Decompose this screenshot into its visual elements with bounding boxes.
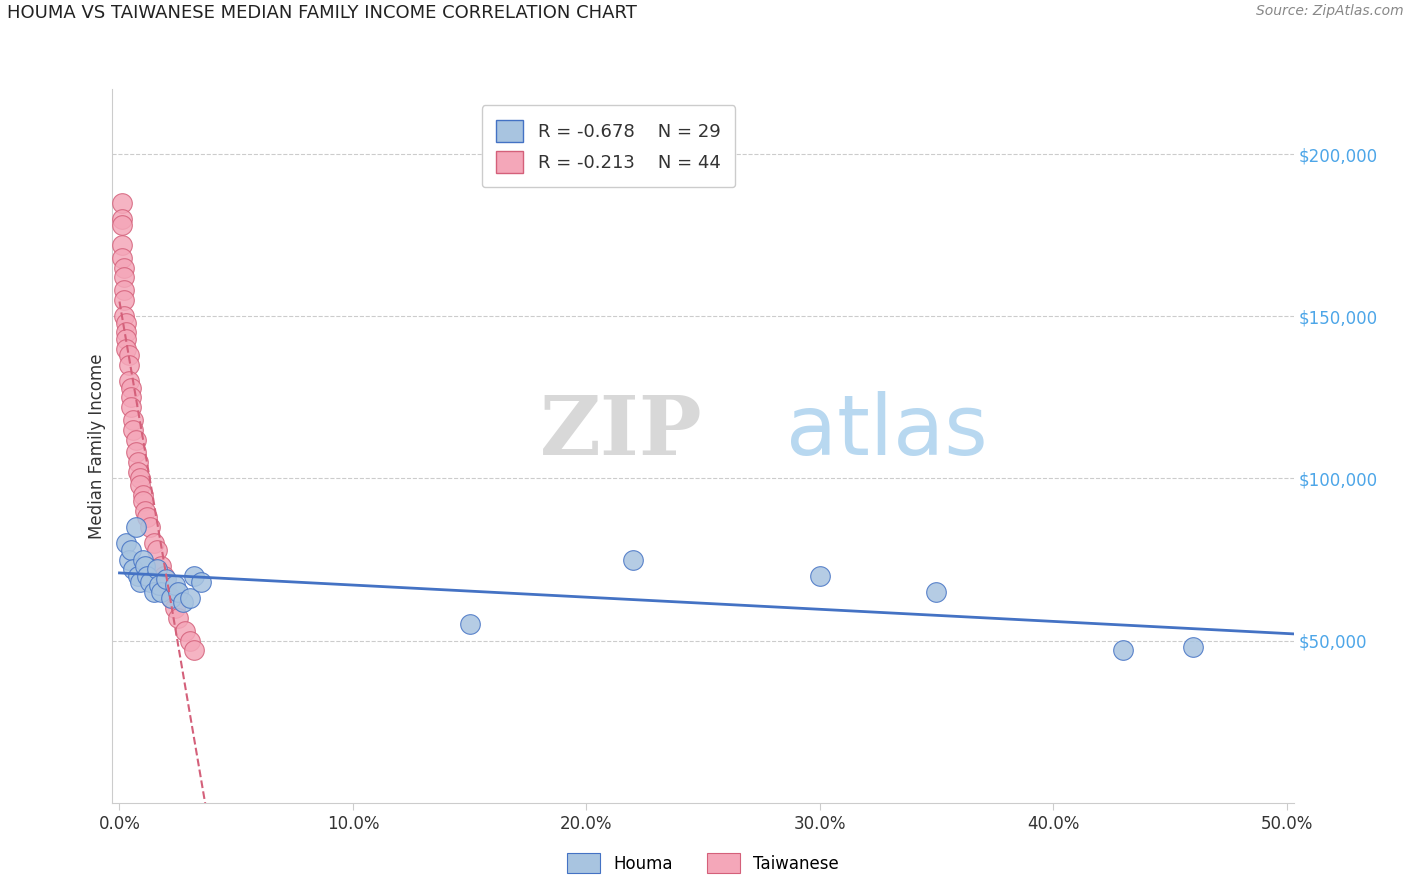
Text: ZIP: ZIP bbox=[540, 392, 703, 472]
Point bbox=[112, 283, 135, 297]
Point bbox=[155, 572, 177, 586]
Point bbox=[127, 465, 149, 479]
Point bbox=[160, 591, 183, 606]
Point bbox=[146, 542, 169, 557]
Point bbox=[143, 585, 166, 599]
Point bbox=[179, 591, 201, 606]
Point bbox=[111, 238, 134, 252]
Point bbox=[458, 617, 481, 632]
Point bbox=[155, 578, 177, 592]
Point bbox=[115, 536, 138, 550]
Point bbox=[111, 195, 134, 210]
Point bbox=[120, 390, 142, 404]
Point bbox=[808, 568, 831, 582]
Point bbox=[120, 400, 142, 414]
Point bbox=[172, 595, 194, 609]
Point bbox=[118, 348, 141, 362]
Point bbox=[183, 643, 205, 657]
Point bbox=[118, 374, 141, 388]
Point bbox=[179, 633, 201, 648]
Point bbox=[127, 568, 149, 582]
Y-axis label: Median Family Income: Median Family Income bbox=[87, 353, 105, 539]
Point bbox=[112, 270, 135, 285]
Point bbox=[115, 326, 138, 340]
Point bbox=[134, 504, 156, 518]
Point bbox=[125, 445, 148, 459]
Point bbox=[165, 578, 187, 592]
Point bbox=[1182, 640, 1205, 654]
Point bbox=[173, 624, 195, 638]
Point bbox=[146, 562, 169, 576]
Point bbox=[122, 413, 145, 427]
Point bbox=[166, 585, 188, 599]
Point bbox=[139, 575, 162, 590]
Legend: Houma, Taiwanese: Houma, Taiwanese bbox=[561, 847, 845, 880]
Text: atlas: atlas bbox=[786, 392, 987, 472]
Point bbox=[111, 251, 134, 265]
Point bbox=[118, 552, 141, 566]
Point bbox=[621, 552, 644, 566]
Point bbox=[112, 293, 135, 307]
Point bbox=[134, 559, 156, 574]
Text: HOUMA VS TAIWANESE MEDIAN FAMILY INCOME CORRELATION CHART: HOUMA VS TAIWANESE MEDIAN FAMILY INCOME … bbox=[7, 4, 637, 22]
Point bbox=[136, 510, 159, 524]
Point bbox=[166, 611, 188, 625]
Point bbox=[115, 342, 138, 356]
Point bbox=[118, 358, 141, 372]
Point bbox=[115, 316, 138, 330]
Point bbox=[120, 542, 142, 557]
Point bbox=[132, 488, 155, 502]
Point bbox=[190, 575, 212, 590]
Point bbox=[150, 585, 173, 599]
Point bbox=[1112, 643, 1135, 657]
Point bbox=[160, 591, 183, 606]
Point bbox=[115, 332, 138, 346]
Point bbox=[120, 381, 142, 395]
Point bbox=[136, 568, 159, 582]
Point bbox=[165, 601, 187, 615]
Point bbox=[132, 494, 155, 508]
Point bbox=[129, 478, 152, 492]
Point bbox=[143, 536, 166, 550]
Point bbox=[122, 562, 145, 576]
Point bbox=[112, 310, 135, 324]
Point bbox=[925, 585, 948, 599]
Point bbox=[127, 455, 149, 469]
Point bbox=[125, 520, 148, 534]
Point bbox=[129, 575, 152, 590]
Point bbox=[150, 559, 173, 574]
Point bbox=[129, 471, 152, 485]
Point bbox=[148, 578, 170, 592]
Point bbox=[132, 552, 155, 566]
Point bbox=[111, 211, 134, 226]
Point bbox=[153, 568, 176, 582]
Point bbox=[111, 219, 134, 233]
Point bbox=[183, 568, 205, 582]
Point bbox=[112, 260, 135, 275]
Point bbox=[125, 433, 148, 447]
Point bbox=[122, 423, 145, 437]
Point bbox=[139, 520, 162, 534]
Text: Source: ZipAtlas.com: Source: ZipAtlas.com bbox=[1256, 4, 1403, 19]
